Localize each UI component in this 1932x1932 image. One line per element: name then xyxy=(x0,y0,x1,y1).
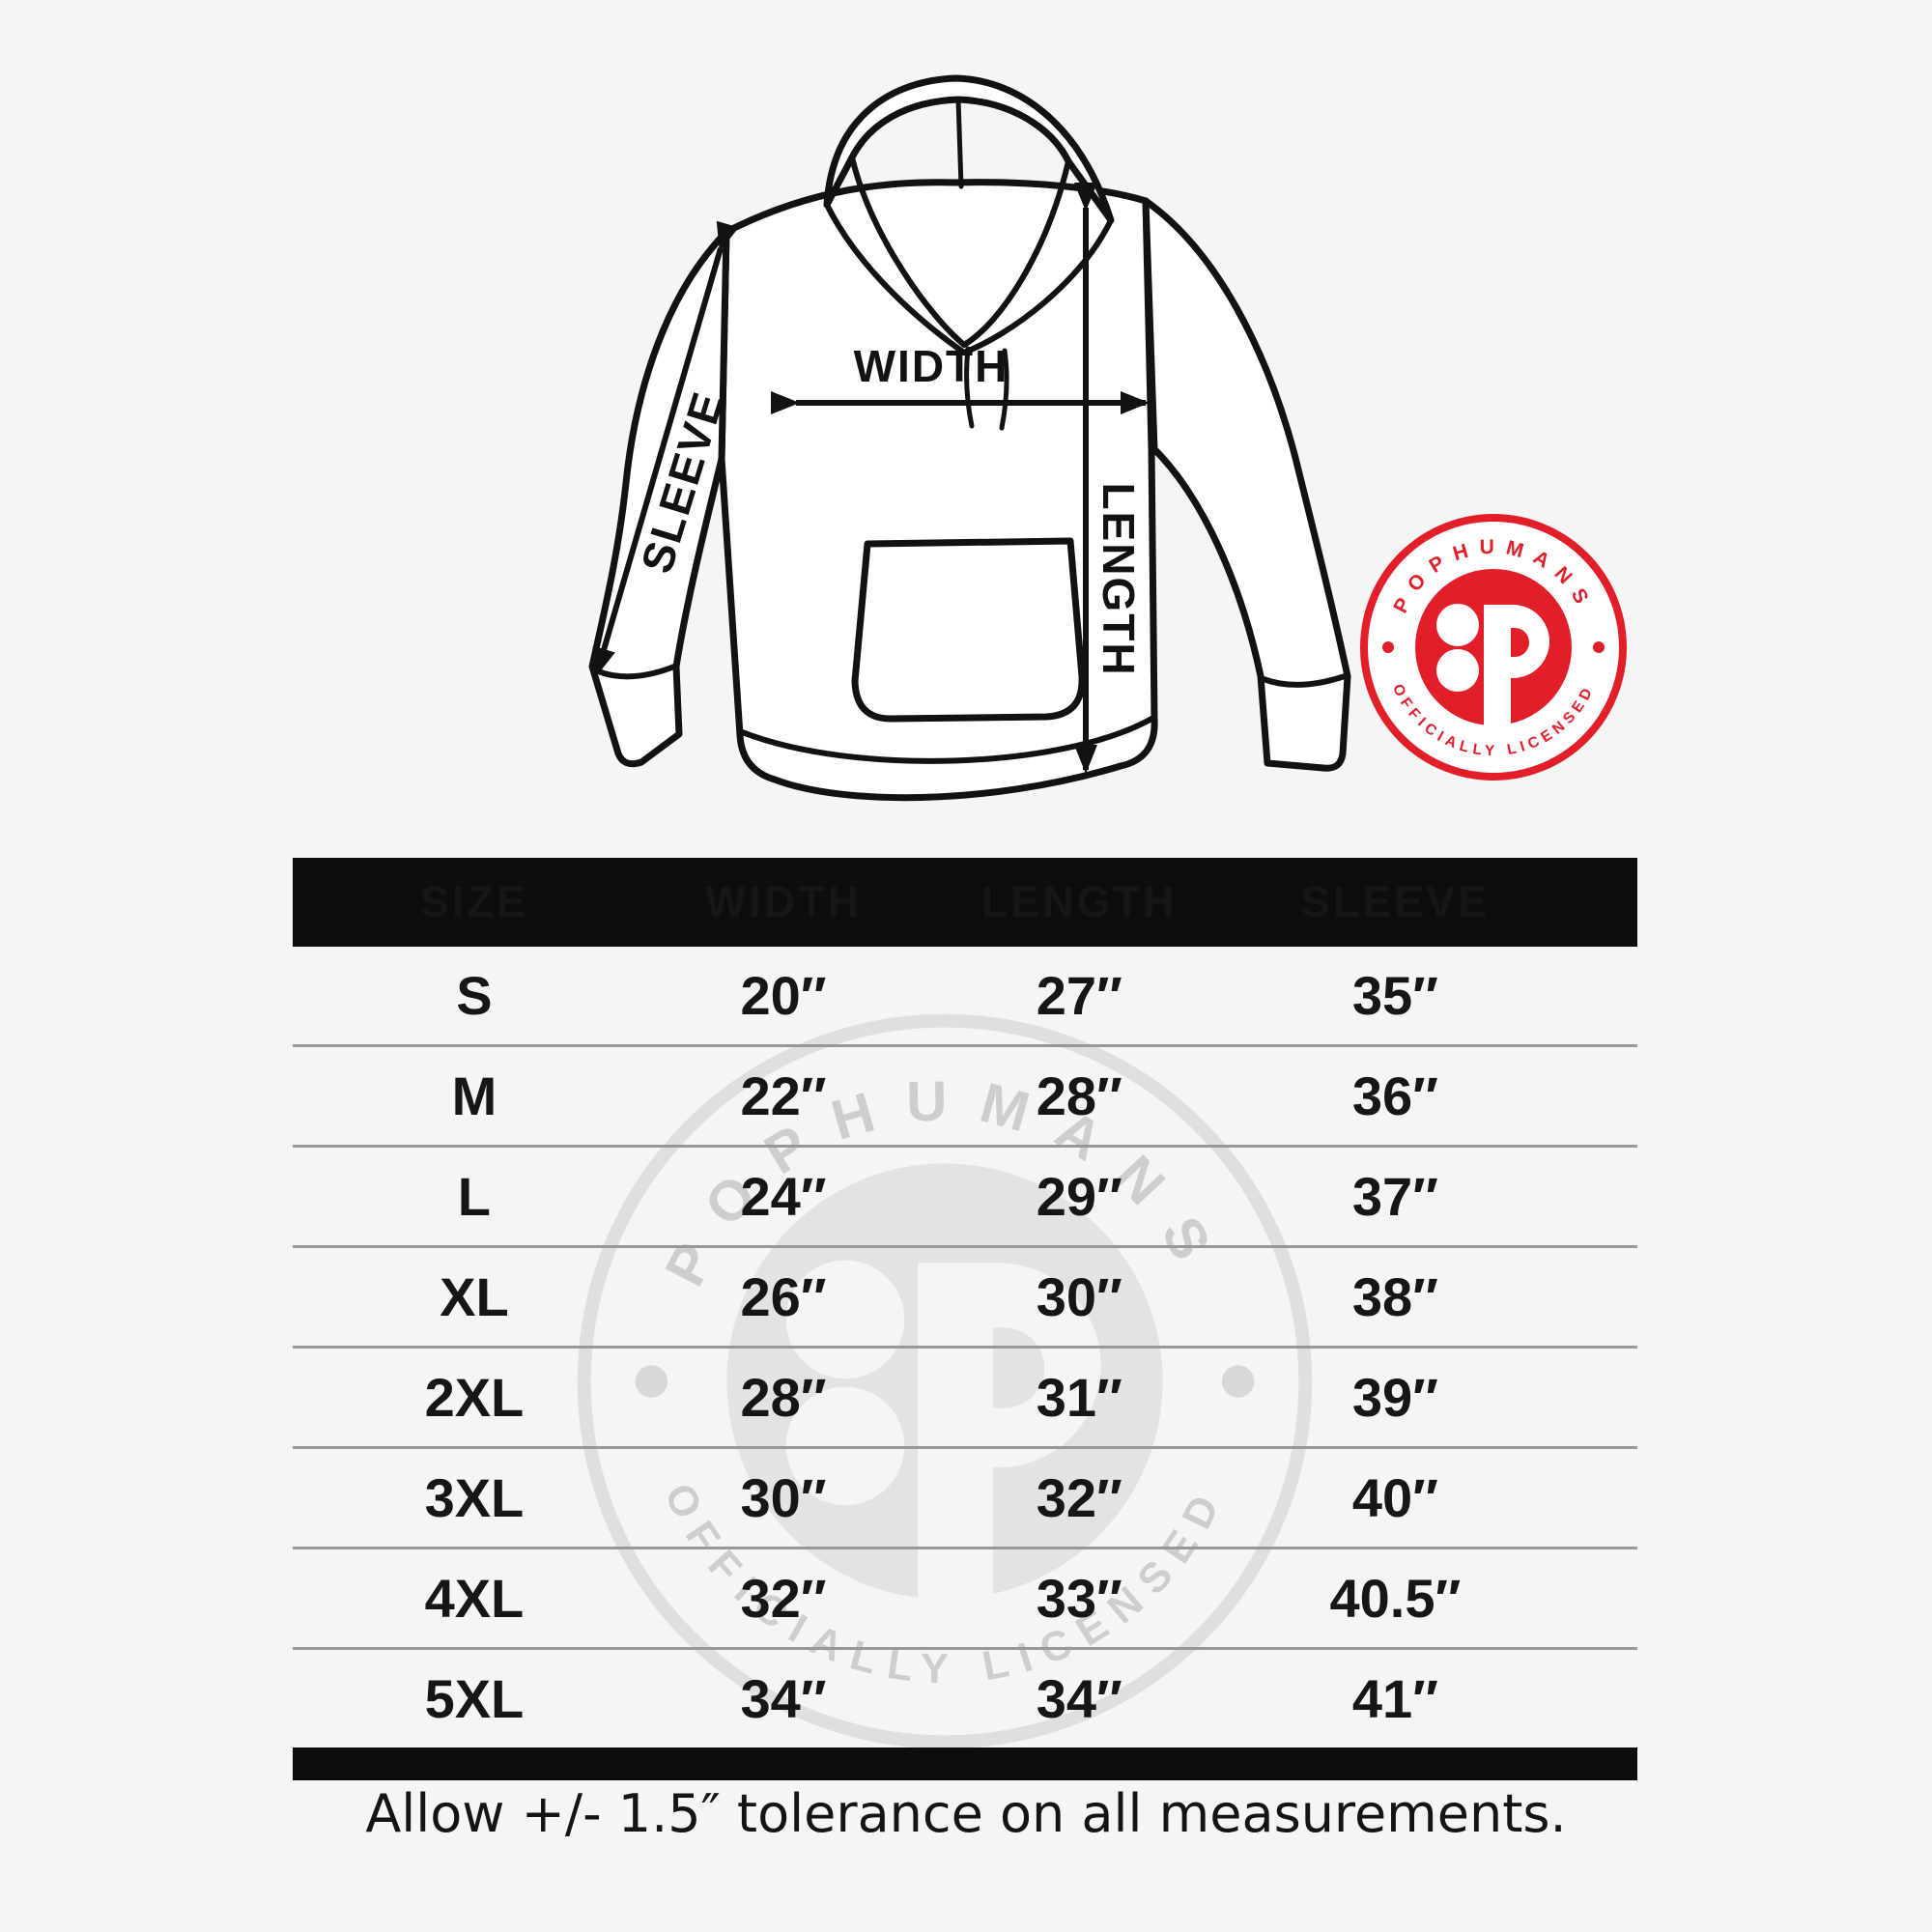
table-row: S 20″ 27″ 35″ xyxy=(293,947,1637,1044)
table-row: 3XL 30″ 32″ 40″ xyxy=(293,1446,1637,1547)
cell-length: 28″ xyxy=(1036,1065,1122,1126)
cell-sleeve: 39″ xyxy=(1351,1367,1438,1428)
cell-size: M xyxy=(451,1065,497,1126)
hood-center-seam xyxy=(955,97,964,189)
pophumans-licensed-badge: POPHUMANS OFFICIALLY LICENSED xyxy=(1360,514,1627,781)
cell-width: 34″ xyxy=(740,1668,827,1729)
cell-width: 26″ xyxy=(740,1266,827,1327)
cell-width: 22″ xyxy=(740,1065,827,1126)
hood-v-right xyxy=(961,217,1114,355)
table-row: XL 26″ 30″ 38″ xyxy=(293,1245,1637,1346)
hood-opening-left xyxy=(849,155,967,348)
cell-size: XL xyxy=(440,1266,509,1327)
table-header-row: SIZE WIDTH LENGTH SLEEVE xyxy=(293,858,1637,947)
pophumans-watermark: POPHUMANS OFFICIALLY LICENSED xyxy=(577,1013,1313,1749)
pophumans-logo-mark xyxy=(1436,604,1549,725)
cell-sleeve: 36″ xyxy=(1351,1065,1438,1126)
cell-width: 28″ xyxy=(740,1367,827,1428)
table-bottom-bar xyxy=(293,1747,1637,1780)
cell-size: 4XL xyxy=(424,1568,525,1629)
hoodie-pocket xyxy=(851,537,1086,723)
badge-right-dot xyxy=(1593,641,1605,653)
cell-length: 31″ xyxy=(1036,1367,1122,1428)
cell-width: 20″ xyxy=(740,965,827,1026)
cell-sleeve: 40″ xyxy=(1351,1467,1438,1528)
cell-size: S xyxy=(456,965,493,1026)
cell-width: 32″ xyxy=(740,1568,827,1629)
hoodie-measurement-diagram: WIDTH LENGTH SLEEVE xyxy=(588,74,1351,802)
table-row: M 22″ 28″ 36″ xyxy=(293,1044,1637,1145)
badge-left-dot xyxy=(1382,641,1394,653)
hoodie-hem-band xyxy=(737,715,1156,764)
cell-size: 5XL xyxy=(424,1668,525,1729)
drawstring-left xyxy=(964,346,975,429)
table-row: L 24″ 29″ 37″ xyxy=(293,1145,1637,1245)
cell-sleeve: 38″ xyxy=(1351,1266,1438,1327)
hoodie-hood xyxy=(823,74,1115,224)
cell-sleeve: 40.5″ xyxy=(1329,1568,1462,1629)
table-row: 4XL 32″ 33″ 40.5″ xyxy=(293,1547,1637,1647)
cell-width: 30″ xyxy=(740,1467,827,1528)
cell-size: 2XL xyxy=(424,1367,525,1428)
cell-size: 3XL xyxy=(424,1467,525,1528)
cell-width: 24″ xyxy=(740,1166,827,1227)
hoodie-right-sleeve xyxy=(1142,197,1351,772)
cell-length: 32″ xyxy=(1036,1467,1122,1528)
cell-sleeve: 35″ xyxy=(1351,965,1438,1026)
header-length: LENGTH xyxy=(980,877,1178,926)
cell-sleeve: 41″ xyxy=(1351,1668,1438,1729)
header-size: SIZE xyxy=(419,877,528,926)
table-row: 5XL 34″ 34″ 41″ xyxy=(293,1647,1637,1747)
right-cuff-line xyxy=(1261,673,1348,688)
hood-v-left xyxy=(824,202,967,355)
header-sleeve: SLEEVE xyxy=(1300,877,1491,926)
cell-length: 33″ xyxy=(1036,1568,1122,1629)
tolerance-note: Allow +/- 1.5″ tolerance on all measurem… xyxy=(365,1783,1567,1844)
size-chart-table: SIZE WIDTH LENGTH SLEEVE S 20″ 27″ 35″ M… xyxy=(293,858,1637,1780)
cell-sleeve: 37″ xyxy=(1351,1166,1438,1227)
cell-size: L xyxy=(457,1166,492,1227)
length-label: LENGTH xyxy=(1094,482,1144,676)
sleeve-arrow xyxy=(592,220,739,677)
drawstring-right xyxy=(999,348,1009,431)
hood-opening-right xyxy=(961,158,1071,348)
cell-length: 34″ xyxy=(1036,1668,1122,1729)
table-row: 2XL 28″ 31″ 39″ xyxy=(293,1346,1637,1446)
cell-length: 30″ xyxy=(1036,1266,1122,1327)
cell-length: 27″ xyxy=(1036,965,1122,1026)
cell-length: 29″ xyxy=(1036,1166,1122,1227)
header-width: WIDTH xyxy=(704,877,863,926)
width-label: WIDTH xyxy=(854,341,1009,391)
